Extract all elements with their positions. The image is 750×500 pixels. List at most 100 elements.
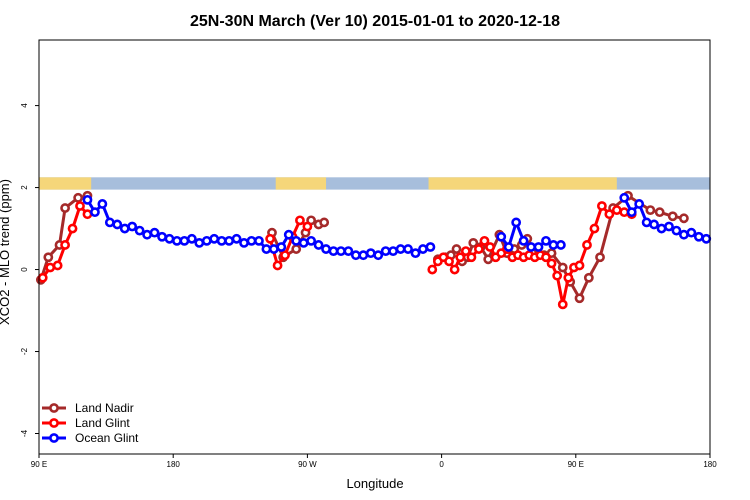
land-strip-segment	[39, 177, 92, 190]
data-point	[388, 246, 399, 256]
data-point	[479, 235, 490, 246]
data-point	[511, 217, 522, 228]
data-point	[518, 235, 529, 246]
x-tick-label: 0	[439, 460, 444, 469]
data-point	[455, 252, 466, 263]
land-strip-segment	[275, 177, 327, 190]
data-point	[265, 233, 276, 244]
data-point	[52, 260, 63, 271]
data-point	[313, 240, 324, 250]
data-point	[596, 201, 607, 211]
data-point	[365, 248, 376, 259]
data-point	[410, 248, 421, 259]
data-point	[574, 260, 585, 271]
data-point	[239, 238, 249, 248]
data-point	[595, 252, 605, 263]
data-point	[295, 215, 305, 226]
y-tick-label: -4	[20, 429, 29, 437]
data-point	[179, 235, 190, 246]
data-point	[298, 238, 309, 248]
plot-frame	[38, 39, 711, 455]
data-point	[604, 209, 615, 220]
data-point	[112, 219, 123, 230]
data-point	[557, 262, 568, 273]
data-point	[321, 244, 331, 254]
data-point	[546, 258, 557, 269]
data-point	[548, 240, 559, 250]
data-point	[134, 225, 145, 236]
data-point	[67, 223, 78, 234]
data-point	[216, 235, 227, 246]
data-point	[583, 272, 594, 283]
data-point	[425, 242, 436, 252]
data-point	[654, 207, 665, 218]
data-point	[350, 250, 361, 261]
data-point	[254, 235, 264, 246]
data-point	[201, 235, 212, 246]
y-tick-label: 0	[20, 267, 29, 272]
data-point	[268, 244, 279, 254]
data-point	[679, 213, 689, 224]
data-point	[90, 207, 100, 218]
legend-swatch-point	[49, 403, 59, 413]
data-point	[302, 221, 313, 232]
data-point	[418, 244, 428, 254]
data-point	[149, 227, 160, 238]
data-point	[231, 233, 242, 244]
legend-swatch-point	[49, 418, 59, 428]
data-point	[272, 260, 283, 271]
data-point	[395, 244, 406, 254]
data-point	[373, 250, 384, 261]
data-point	[496, 231, 507, 242]
data-point	[97, 199, 108, 209]
data-point	[328, 246, 339, 256]
data-point	[142, 229, 153, 240]
data-point	[380, 246, 391, 256]
y-axis-label: XCO2 - MLO trend (ppm)	[0, 179, 12, 325]
data-point	[209, 233, 220, 244]
data-point	[552, 270, 563, 281]
data-point	[634, 199, 645, 209]
data-point	[358, 250, 369, 261]
x-tick-label: 180	[167, 460, 181, 469]
data-point	[541, 252, 551, 263]
data-point	[306, 235, 317, 246]
data-point	[626, 207, 637, 218]
x-axis-label: Longitude	[346, 476, 403, 491]
legend-label: Land Glint	[75, 416, 130, 430]
data-point	[693, 231, 704, 242]
legend-label: Ocean Glint	[75, 431, 139, 445]
x-axis: 90 E 180 90 W 0 90 E 180	[31, 454, 717, 469]
x-tick-label: 90 E	[31, 460, 47, 469]
data-point	[319, 217, 330, 228]
data-point	[503, 242, 514, 252]
legend-label: Land Nadir	[75, 401, 134, 415]
legend-item: Ocean Glint	[42, 431, 139, 445]
data-point	[172, 235, 182, 246]
data-point	[261, 244, 272, 254]
data-point	[119, 223, 130, 234]
data-point	[468, 238, 479, 248]
data-point	[104, 217, 115, 228]
data-point	[664, 221, 674, 232]
data-point	[483, 254, 494, 265]
data-point	[671, 225, 682, 236]
x-tick-label: 90 E	[568, 460, 584, 469]
data-point	[574, 293, 585, 304]
land-strip-segment	[428, 177, 617, 190]
data-point	[641, 217, 652, 228]
data-point	[589, 223, 600, 234]
data-point	[283, 229, 294, 240]
data-point	[60, 240, 70, 250]
data-point	[73, 192, 84, 203]
data-point	[619, 192, 630, 203]
data-point	[75, 201, 85, 211]
data-point	[526, 242, 536, 252]
data-point	[276, 242, 287, 252]
data-point	[451, 244, 462, 254]
data-point	[82, 209, 93, 220]
data-point	[37, 272, 48, 283]
data-point	[336, 246, 346, 256]
data-point	[45, 262, 56, 273]
